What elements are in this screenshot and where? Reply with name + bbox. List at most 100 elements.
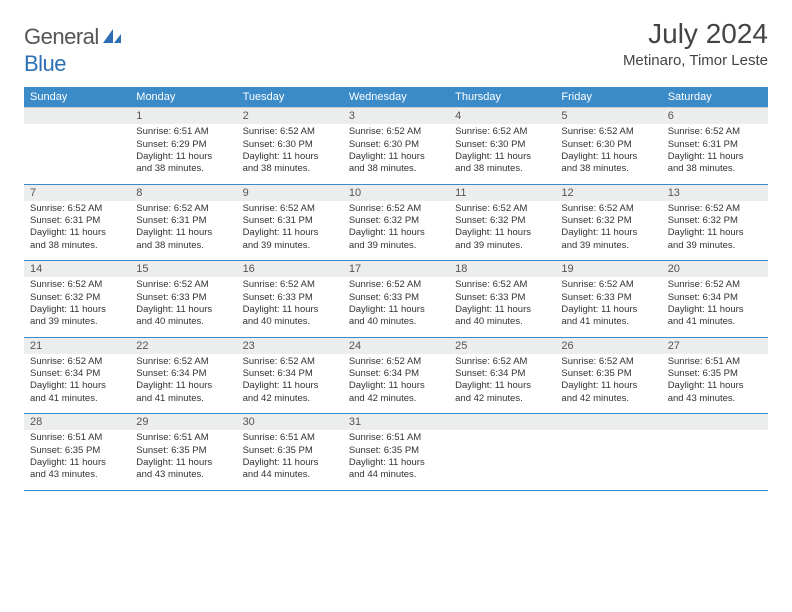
- weekday-header: Friday: [555, 87, 661, 108]
- day-number: 6: [662, 108, 768, 125]
- day-cell: Sunrise: 6:52 AMSunset: 6:33 PMDaylight:…: [237, 277, 343, 337]
- day-line: and 43 minutes.: [668, 393, 762, 405]
- day-line: Sunrise: 6:52 AM: [243, 356, 337, 368]
- day-line: Sunrise: 6:52 AM: [349, 279, 443, 291]
- day-line: Daylight: 11 hours: [243, 151, 337, 163]
- day-line: Daylight: 11 hours: [136, 304, 230, 316]
- day-line: and 38 minutes.: [30, 240, 124, 252]
- day-cell: Sunrise: 6:51 AMSunset: 6:35 PMDaylight:…: [237, 430, 343, 490]
- day-line: Sunrise: 6:51 AM: [349, 432, 443, 444]
- day-line: Sunset: 6:34 PM: [349, 368, 443, 380]
- day-line: Sunset: 6:32 PM: [349, 215, 443, 227]
- day-cell: Sunrise: 6:52 AMSunset: 6:31 PMDaylight:…: [237, 201, 343, 261]
- day-line: Sunset: 6:35 PM: [30, 445, 124, 457]
- day-number: 21: [24, 337, 130, 354]
- day-cell: Sunrise: 6:52 AMSunset: 6:31 PMDaylight:…: [24, 201, 130, 261]
- day-line: and 39 minutes.: [561, 240, 655, 252]
- day-line: Daylight: 11 hours: [30, 304, 124, 316]
- day-number: 31: [343, 414, 449, 431]
- day-line: and 44 minutes.: [349, 469, 443, 481]
- day-line: Sunrise: 6:51 AM: [30, 432, 124, 444]
- day-line: Sunset: 6:32 PM: [668, 215, 762, 227]
- day-number: 17: [343, 261, 449, 278]
- day-line: and 39 minutes.: [349, 240, 443, 252]
- day-line: Sunset: 6:35 PM: [243, 445, 337, 457]
- day-line: Sunset: 6:33 PM: [136, 292, 230, 304]
- day-line: and 38 minutes.: [243, 163, 337, 175]
- day-line: Sunrise: 6:52 AM: [30, 279, 124, 291]
- day-cell: Sunrise: 6:52 AMSunset: 6:30 PMDaylight:…: [449, 124, 555, 184]
- day-number: [662, 414, 768, 431]
- day-number: 14: [24, 261, 130, 278]
- day-cell: Sunrise: 6:52 AMSunset: 6:32 PMDaylight:…: [343, 201, 449, 261]
- day-cell: Sunrise: 6:51 AMSunset: 6:35 PMDaylight:…: [24, 430, 130, 490]
- day-number: [555, 414, 661, 431]
- day-line: Sunrise: 6:52 AM: [136, 356, 230, 368]
- day-number: 27: [662, 337, 768, 354]
- day-cell: Sunrise: 6:52 AMSunset: 6:33 PMDaylight:…: [449, 277, 555, 337]
- day-line: Sunset: 6:30 PM: [243, 139, 337, 151]
- day-number: 26: [555, 337, 661, 354]
- day-line: Daylight: 11 hours: [30, 380, 124, 392]
- day-line: Daylight: 11 hours: [243, 227, 337, 239]
- day-line: Daylight: 11 hours: [561, 151, 655, 163]
- month-title: July 2024: [623, 18, 768, 50]
- day-number: 9: [237, 184, 343, 201]
- weekday-header: Saturday: [662, 87, 768, 108]
- day-line: Daylight: 11 hours: [349, 151, 443, 163]
- day-line: Sunset: 6:33 PM: [349, 292, 443, 304]
- day-line: Daylight: 11 hours: [136, 380, 230, 392]
- day-line: and 39 minutes.: [668, 240, 762, 252]
- day-line: Sunrise: 6:52 AM: [30, 356, 124, 368]
- day-line: Sunset: 6:34 PM: [243, 368, 337, 380]
- logo-word2: Blue: [24, 51, 66, 76]
- logo-text: General Blue: [24, 24, 123, 77]
- day-cell: Sunrise: 6:52 AMSunset: 6:34 PMDaylight:…: [449, 354, 555, 414]
- day-line: and 42 minutes.: [349, 393, 443, 405]
- day-line: Sunset: 6:35 PM: [136, 445, 230, 457]
- day-line: Sunrise: 6:52 AM: [561, 279, 655, 291]
- day-number: 4: [449, 108, 555, 125]
- daynum-row: 28293031: [24, 414, 768, 431]
- weekday-header: Wednesday: [343, 87, 449, 108]
- day-cell: [662, 430, 768, 490]
- day-line: Sunset: 6:32 PM: [561, 215, 655, 227]
- day-line: Sunset: 6:30 PM: [455, 139, 549, 151]
- day-line: Sunrise: 6:52 AM: [561, 356, 655, 368]
- day-line: Daylight: 11 hours: [243, 457, 337, 469]
- day-cell: Sunrise: 6:52 AMSunset: 6:33 PMDaylight:…: [555, 277, 661, 337]
- day-number: 13: [662, 184, 768, 201]
- day-cell: Sunrise: 6:52 AMSunset: 6:30 PMDaylight:…: [343, 124, 449, 184]
- day-line: Sunrise: 6:52 AM: [561, 126, 655, 138]
- day-line: Sunset: 6:29 PM: [136, 139, 230, 151]
- day-cell: Sunrise: 6:51 AMSunset: 6:35 PMDaylight:…: [130, 430, 236, 490]
- day-line: Sunrise: 6:52 AM: [455, 279, 549, 291]
- day-line: Daylight: 11 hours: [349, 304, 443, 316]
- day-line: Daylight: 11 hours: [668, 151, 762, 163]
- day-line: and 40 minutes.: [455, 316, 549, 328]
- day-number: 16: [237, 261, 343, 278]
- day-cell: Sunrise: 6:52 AMSunset: 6:31 PMDaylight:…: [662, 124, 768, 184]
- day-line: and 40 minutes.: [243, 316, 337, 328]
- day-line: Sunset: 6:34 PM: [668, 292, 762, 304]
- day-line: Sunrise: 6:52 AM: [349, 126, 443, 138]
- day-line: Sunset: 6:35 PM: [349, 445, 443, 457]
- day-line: Sunrise: 6:52 AM: [349, 356, 443, 368]
- day-cell: Sunrise: 6:52 AMSunset: 6:32 PMDaylight:…: [662, 201, 768, 261]
- weekday-header: Sunday: [24, 87, 130, 108]
- day-number: 19: [555, 261, 661, 278]
- day-line: and 42 minutes.: [455, 393, 549, 405]
- details-row: Sunrise: 6:51 AMSunset: 6:35 PMDaylight:…: [24, 430, 768, 490]
- day-line: Sunrise: 6:52 AM: [243, 279, 337, 291]
- day-line: Sunset: 6:32 PM: [455, 215, 549, 227]
- day-line: Sunset: 6:33 PM: [561, 292, 655, 304]
- day-cell: [555, 430, 661, 490]
- day-line: and 43 minutes.: [30, 469, 124, 481]
- day-line: Sunrise: 6:52 AM: [668, 126, 762, 138]
- day-line: Sunrise: 6:52 AM: [243, 203, 337, 215]
- title-block: July 2024 Metinaro, Timor Leste: [623, 18, 768, 69]
- day-line: Daylight: 11 hours: [30, 457, 124, 469]
- day-line: Daylight: 11 hours: [136, 151, 230, 163]
- day-line: Daylight: 11 hours: [455, 151, 549, 163]
- day-line: and 39 minutes.: [243, 240, 337, 252]
